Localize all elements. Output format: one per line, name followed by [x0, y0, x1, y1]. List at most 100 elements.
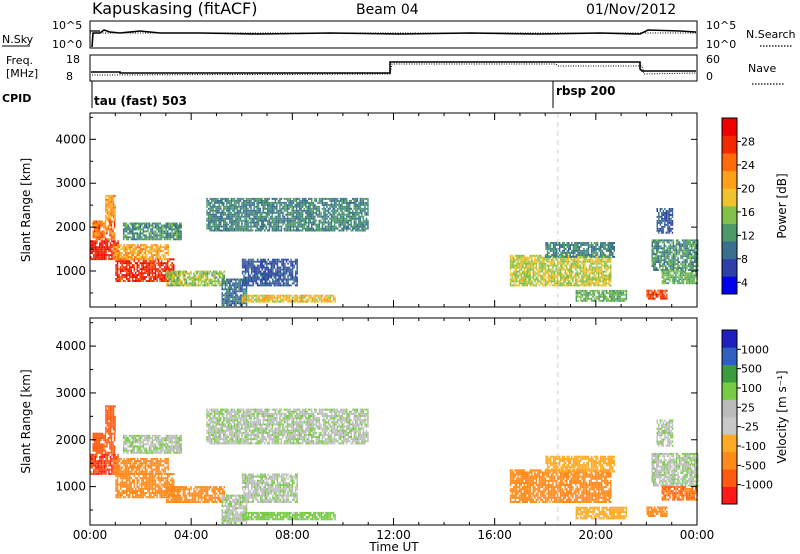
power-cell — [535, 272, 538, 275]
power-cell — [115, 258, 118, 261]
power-cell — [306, 207, 308, 210]
power-cell — [248, 217, 251, 220]
power-cell — [164, 252, 166, 255]
power-cell — [197, 278, 200, 281]
power-cell — [147, 262, 149, 265]
power-cell — [235, 292, 237, 295]
power-cell — [509, 264, 512, 267]
power-cell — [223, 219, 225, 222]
power-cell — [266, 262, 268, 265]
power-cell — [330, 227, 333, 230]
power-cell — [346, 219, 348, 222]
power-cell — [274, 207, 277, 210]
power-data-layer — [90, 194, 699, 307]
power-cell — [314, 298, 317, 301]
power-cell — [326, 201, 328, 204]
power-cell — [327, 203, 330, 206]
power-cell — [129, 252, 131, 255]
power-cell — [97, 232, 99, 235]
power-cell — [320, 221, 322, 224]
power-cell — [512, 266, 515, 269]
power-cell — [269, 272, 271, 275]
power-cell — [96, 254, 98, 257]
power-cell — [224, 292, 227, 295]
power-cell — [168, 232, 170, 235]
power-cell — [323, 227, 325, 230]
power-cell — [252, 262, 254, 265]
power-cell — [227, 211, 230, 214]
power-cell — [292, 229, 295, 232]
power-cell — [566, 268, 568, 271]
power-cell — [364, 227, 366, 230]
power-cell — [250, 266, 253, 269]
power-cell — [308, 201, 310, 204]
power-cell — [563, 266, 565, 269]
power-cell — [282, 280, 285, 283]
power-cell — [520, 268, 522, 271]
power-cell — [178, 284, 180, 287]
power-cell — [232, 282, 234, 285]
power-cell — [564, 260, 566, 263]
power-cell — [256, 205, 258, 208]
power-cell — [156, 262, 158, 265]
power-cell — [281, 272, 283, 275]
power-cell — [602, 253, 605, 256]
power-cell — [311, 199, 313, 202]
power-cell — [554, 244, 556, 246]
power-cell — [261, 280, 263, 283]
power-cell — [566, 260, 568, 263]
power-cell — [230, 286, 233, 289]
nsky-label: N.Sky — [2, 33, 34, 46]
power-cell — [314, 296, 317, 299]
power-cell — [99, 244, 101, 247]
power-cell — [157, 264, 160, 267]
power-cell — [544, 258, 547, 261]
power-cell — [238, 219, 240, 222]
power-cell — [590, 258, 592, 261]
power-cell — [108, 258, 110, 261]
power-cell — [264, 217, 266, 220]
power-cell — [221, 217, 223, 220]
power-cell — [525, 282, 527, 285]
power-cell — [305, 229, 307, 232]
power-cell — [298, 215, 301, 218]
power-cell — [156, 222, 158, 225]
power-cell — [361, 225, 363, 228]
power-cell — [226, 229, 228, 232]
power-cell — [305, 217, 307, 220]
power-cell — [209, 209, 211, 212]
power-cell — [179, 236, 181, 239]
power-cell — [132, 250, 134, 253]
power-cell — [318, 209, 321, 212]
power-cell — [230, 302, 233, 305]
power-cell — [162, 280, 164, 282]
power-cell — [219, 272, 221, 275]
power-cell — [288, 197, 290, 200]
power-cell — [221, 284, 223, 287]
power-cell — [167, 252, 169, 255]
power-cell — [339, 229, 342, 232]
power-cell — [194, 280, 197, 283]
power-cell — [295, 201, 298, 204]
power-cell — [106, 200, 109, 203]
power-cell — [114, 250, 116, 253]
power-cell — [283, 205, 286, 208]
power-cell — [251, 197, 254, 200]
power-cell — [590, 282, 592, 285]
power-cell — [163, 232, 166, 235]
power-cell — [294, 229, 296, 232]
power-cell — [102, 256, 104, 259]
power-cell — [147, 222, 149, 225]
power-cell — [593, 282, 595, 285]
power-cell — [159, 228, 161, 231]
power-cell — [277, 201, 280, 204]
power-cell — [573, 254, 576, 257]
power-cell — [252, 280, 254, 283]
power-cell — [526, 280, 528, 283]
power-cell — [587, 244, 590, 246]
power-cell — [544, 274, 547, 277]
power-cell — [283, 217, 286, 220]
power-cell — [124, 254, 127, 257]
freq-panel: Freq. [MHz] 18 8 60 0 Nave CPID tau (fas… — [2, 53, 784, 108]
power-cell — [289, 213, 292, 216]
